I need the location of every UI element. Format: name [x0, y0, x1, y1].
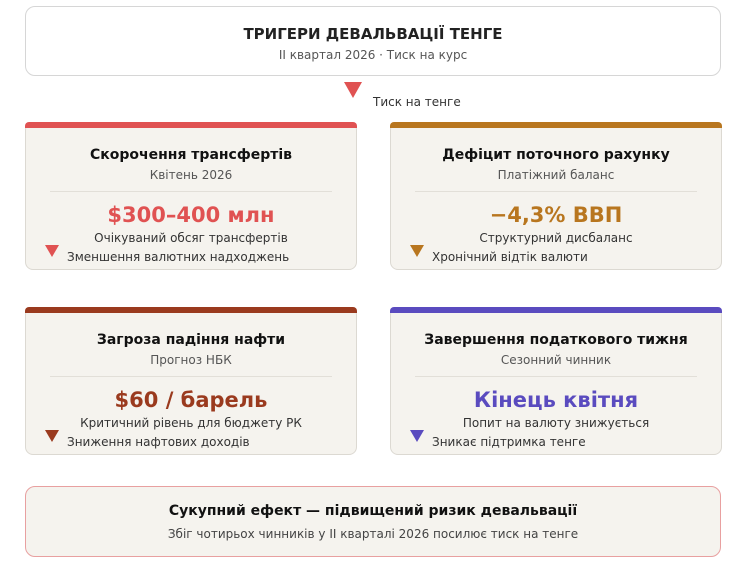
page-title: ТРИГЕРИ ДЕВАЛЬВАЦІЇ ТЕНГЕ — [243, 25, 503, 43]
card-title: Скорочення трансфертів — [89, 147, 293, 163]
down-triangle-icon — [45, 430, 59, 442]
header-box: ТРИГЕРИ ДЕВАЛЬВАЦІЇ ТЕНГЕ ІІ квартал 202… — [25, 6, 721, 76]
card-value: −4,3% ВВП — [489, 203, 623, 227]
card-accent-bar — [25, 122, 357, 128]
card-title: Загроза падіння нафти — [96, 332, 286, 348]
card-value: $60 / барель — [114, 388, 268, 412]
card-title: Завершення податкового тижня — [424, 332, 688, 348]
down-triangle-icon — [410, 245, 424, 257]
card-note: Зменшення валютних надходжень — [67, 250, 290, 264]
down-arrow-icon — [344, 82, 362, 98]
card-title: Дефіцит поточного рахунку — [442, 147, 670, 163]
card-current-account: Дефіцит поточного рахунку Платіжний бала… — [390, 122, 722, 270]
card-tax-week: Завершення податкового тижня Сезонний чи… — [390, 307, 722, 455]
page-subtitle: ІІ квартал 2026 · Тиск на курс — [278, 48, 468, 62]
summary-title: Сукупний ефект — підвищений ризик деваль… — [168, 503, 578, 519]
card-description: Структурний дисбаланс — [479, 231, 633, 245]
card-subtitle: Квітень 2026 — [149, 168, 233, 182]
card-value: Кінець квітня — [473, 388, 639, 412]
card-description: Попит на валюту знижується — [462, 416, 650, 430]
card-value: $300–400 млн — [107, 203, 275, 227]
card-note: Хронічний відтік валюти — [432, 250, 588, 264]
card-note: Зникає підтримка тенге — [432, 435, 586, 449]
summary-text: Збіг чотирьох чинників у ІІ кварталі 202… — [167, 527, 579, 541]
card-accent-bar — [390, 307, 722, 313]
card-description: Критичний рівень для бюджету РК — [80, 416, 302, 430]
divider — [415, 191, 697, 192]
card-accent-bar — [25, 307, 357, 313]
card-subtitle: Сезонний чинник — [500, 353, 612, 367]
card-subtitle: Платіжний баланс — [497, 168, 615, 182]
pressure-label: Тиск на тенге — [373, 95, 461, 109]
card-note: Зниження нафтових доходів — [67, 435, 250, 449]
summary-box: Сукупний ефект — підвищений ризик деваль… — [25, 486, 721, 557]
card-oil: Загроза падіння нафти Прогноз НБК $60 / … — [25, 307, 357, 455]
card-accent-bar — [390, 122, 722, 128]
card-transfers: Скорочення трансфертів Квітень 2026 $300… — [25, 122, 357, 270]
down-triangle-icon — [410, 430, 424, 442]
card-description: Очікуваний обсяг трансфертів — [94, 231, 288, 245]
card-subtitle: Прогноз НБК — [150, 353, 232, 367]
divider — [415, 376, 697, 377]
down-triangle-icon — [45, 245, 59, 257]
divider — [50, 191, 332, 192]
divider — [50, 376, 332, 377]
